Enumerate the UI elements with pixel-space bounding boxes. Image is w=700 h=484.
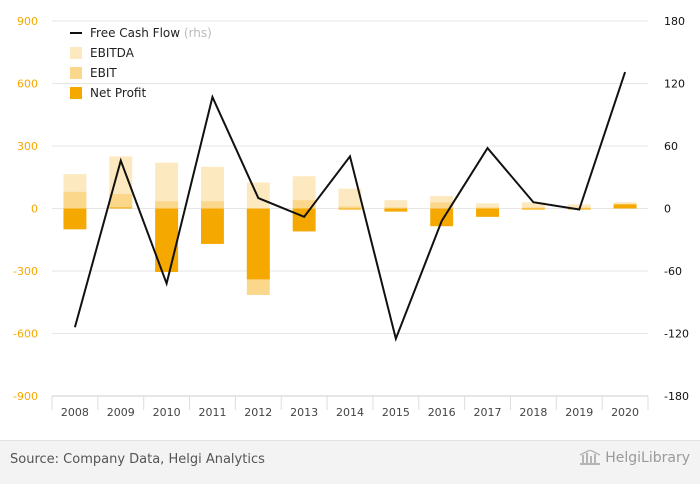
x-tick-label: 2010 <box>153 406 181 419</box>
legend-swatch-net-profit <box>70 87 82 99</box>
y-left-tick-label: 300 <box>17 140 38 153</box>
y-left-tick-label: -300 <box>13 265 38 278</box>
bar-net-profit-2008 <box>63 209 86 230</box>
y-right-tick-label: 120 <box>664 78 685 91</box>
bar-ebitda-2012 <box>247 182 270 208</box>
legend-suffix: (rhs) <box>180 26 212 40</box>
logo-text: HelgiLibrary <box>605 450 690 466</box>
x-tick-label: 2016 <box>428 406 456 419</box>
bar-net-profit-2018 <box>522 209 545 210</box>
y-left-tick-label: 0 <box>31 203 38 216</box>
legend-swatch-ebitda <box>70 47 82 59</box>
x-tick-label: 2012 <box>244 406 272 419</box>
legend-label-free-cash-flow: Free Cash Flow (rhs) <box>90 26 212 40</box>
bar-ebit-2011 <box>201 201 224 208</box>
series-net-profit <box>63 204 636 279</box>
bar-ebit-2014 <box>339 206 362 208</box>
bar-net-profit-2017 <box>476 209 499 217</box>
library-building-icon <box>579 450 601 466</box>
y-right-tick-label: -180 <box>664 390 689 403</box>
bar-ebit-2017 <box>476 207 499 208</box>
x-tick-label: 2018 <box>519 406 547 419</box>
series-ebit <box>63 192 636 295</box>
bar-net-profit-2011 <box>201 209 224 244</box>
x-tick-label: 2017 <box>474 406 502 419</box>
x-tick-label: 2019 <box>565 406 593 419</box>
source-text: Source: Company Data, Helgi Analytics <box>10 452 265 467</box>
bar-ebit-2009 <box>109 194 132 209</box>
y-right-tick-label: 180 <box>664 15 685 28</box>
x-tick-label: 2009 <box>107 406 135 419</box>
x-tick-label: 2015 <box>382 406 410 419</box>
bar-net-profit-2012 <box>247 209 270 280</box>
bar-ebit-2008 <box>63 192 86 209</box>
series-ebitda <box>63 156 636 208</box>
y-right-tick-label: -120 <box>664 328 689 341</box>
bar-net-profit-2009 <box>109 207 132 208</box>
bar-ebit-2018 <box>522 207 545 208</box>
x-tick-label: 2013 <box>290 406 318 419</box>
y-left-tick-label: -600 <box>13 328 38 341</box>
combo-chart: 9006003000-300-600-900180120600-60-120-1… <box>0 0 700 440</box>
legend-swatch-ebit <box>70 67 82 79</box>
legend-label-ebit: EBIT <box>90 66 117 80</box>
y-right-tick-label: 60 <box>664 140 678 153</box>
bar-net-profit-2014 <box>339 209 362 210</box>
bar-ebitda-2015 <box>384 200 407 208</box>
bar-net-profit-2013 <box>293 209 316 232</box>
bar-ebit-2010 <box>155 201 178 208</box>
bar-net-profit-2020 <box>614 204 637 208</box>
legend-label-ebitda: EBITDA <box>90 46 135 60</box>
footer: Source: Company Data, Helgi Analytics He… <box>0 440 700 484</box>
bar-net-profit-2015 <box>384 209 407 212</box>
y-left-tick-label: -900 <box>13 390 38 403</box>
x-tick-label: 2020 <box>611 406 639 419</box>
bar-ebit-2015 <box>384 207 407 208</box>
y-right-tick-label: 0 <box>664 203 671 216</box>
x-tick-label: 2014 <box>336 406 364 419</box>
x-tick-label: 2011 <box>198 406 226 419</box>
y-right-tick-label: -60 <box>664 265 682 278</box>
x-tick-label: 2008 <box>61 406 89 419</box>
legend-label-net-profit: Net Profit <box>90 86 146 100</box>
helgi-library-logo[interactable]: HelgiLibrary <box>579 450 690 466</box>
legend: Free Cash Flow (rhs) EBITDA EBIT Net Profit <box>70 26 212 100</box>
y-left-tick-label: 900 <box>17 15 38 28</box>
y-left-tick-label: 600 <box>17 78 38 91</box>
